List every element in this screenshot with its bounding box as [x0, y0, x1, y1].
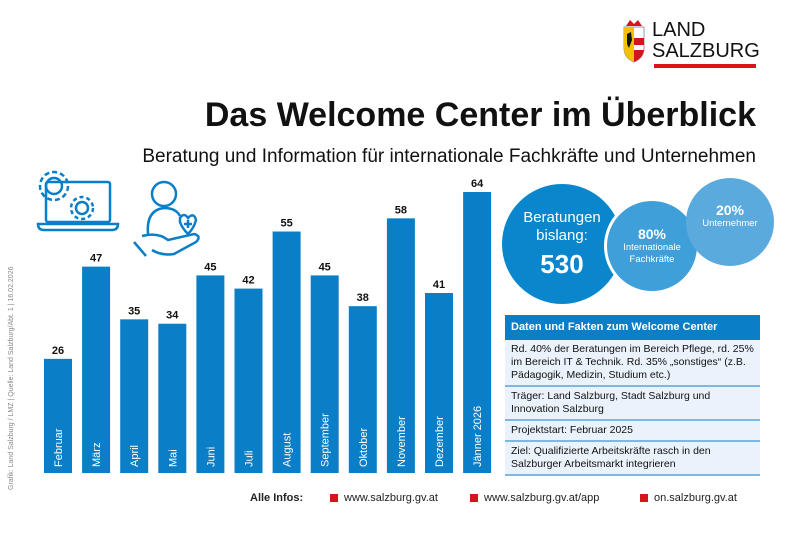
month-label: Jänner 2026: [472, 406, 484, 467]
bar-value-label: 47: [90, 253, 102, 265]
page-title: Das Welcome Center im Überblick: [204, 96, 756, 134]
total-value: 530: [540, 248, 584, 279]
bar-september: [310, 275, 339, 473]
bar-jänner-2026: [463, 192, 492, 473]
unternehmer-label: Unternehmer: [702, 217, 758, 229]
bar-oktober: [348, 306, 377, 473]
facts-row: Rd. 40% der Beratungen im Bereich Pflege…: [505, 340, 760, 387]
bar-november: [386, 218, 415, 473]
logo-underline: [654, 64, 756, 68]
bar-value-label: 55: [280, 218, 292, 230]
bar-februar: [44, 358, 72, 473]
bar-value-label: 42: [242, 275, 254, 287]
facts-row: Ziel: Qualifizierte Arbeitskräfte rasch …: [505, 442, 760, 476]
fachkraefte-label: Internationale Fachkräfte: [623, 242, 681, 265]
month-label: Juli: [244, 450, 256, 467]
month-label: August: [282, 433, 294, 467]
footer-label: Alle Infos:: [250, 492, 304, 504]
month-label: Dezember: [434, 416, 446, 467]
logo-text: LAND SALZBURG: [652, 19, 760, 62]
red-square-icon: [640, 494, 648, 502]
monthly-consultations-bar-chart: 26 Februar 47 März 35 April 34 Mai 45 Juni 42 Juli 5…: [44, 178, 492, 473]
red-square-icon: [330, 494, 338, 502]
facts-table: Daten und Fakten zum Welcome Center Rd. …: [505, 315, 760, 476]
month-label: Oktober: [358, 428, 370, 467]
red-square-icon: [470, 494, 478, 502]
bar-juli: [234, 288, 263, 473]
month-label: Juni: [205, 447, 217, 467]
bar-april: [120, 319, 149, 473]
bar-value-label: 64: [471, 178, 484, 190]
fachkraefte-share-circle: 80% Internationale Fachkräfte: [604, 198, 700, 294]
bar-value-label: 26: [52, 345, 64, 357]
bar-value-label: 34: [166, 310, 179, 322]
month-label: März: [91, 443, 103, 467]
bar-mai: [158, 323, 187, 473]
page-subtitle: Beratung und Information für internation…: [142, 146, 756, 167]
month-label: April: [129, 445, 141, 467]
bar-value-label: 38: [357, 292, 369, 304]
facts-header: Daten und Fakten zum Welcome Center: [505, 315, 760, 340]
bar-value-label: 45: [204, 261, 216, 273]
footer: Alle Infos: www.salzburg.gv.at www.salzb…: [0, 492, 800, 512]
month-label: Mai: [167, 449, 179, 467]
month-label: Februar: [53, 428, 65, 467]
month-label: November: [396, 416, 408, 467]
land-salzburg-logo: [623, 20, 645, 63]
bar-juni: [196, 275, 225, 473]
facts-row: Projektstart: Februar 2025: [505, 421, 760, 442]
bar-märz: [82, 266, 111, 473]
bar-value-label: 58: [395, 204, 407, 216]
facts-row: Träger: Land Salzburg, Stadt Salzburg un…: [505, 387, 760, 421]
footer-link-online[interactable]: on.salzburg.gv.at: [640, 492, 737, 504]
hand-person-heart-icon: [133, 180, 200, 257]
month-label: September: [320, 413, 332, 467]
footer-link-website[interactable]: www.salzburg.gv.at: [330, 492, 438, 504]
bar-dezember: [425, 292, 453, 473]
unternehmer-share-circle: 20% Unternehmer: [686, 178, 774, 266]
total-label: Beratungen bislang:: [523, 208, 601, 244]
total-consultations-circle: Beratungen bislang: 530: [502, 184, 622, 304]
fachkraefte-value: 80%: [637, 226, 667, 242]
bar-value-label: 45: [319, 261, 331, 273]
laptop-gears-icon: [36, 170, 120, 232]
unternehmer-value: 20%: [715, 201, 745, 218]
footer-link-app[interactable]: www.salzburg.gv.at/app: [470, 492, 599, 504]
bar-august: [272, 231, 301, 473]
bar-value-label: 35: [128, 305, 140, 317]
bar-value-label: 41: [433, 279, 445, 291]
